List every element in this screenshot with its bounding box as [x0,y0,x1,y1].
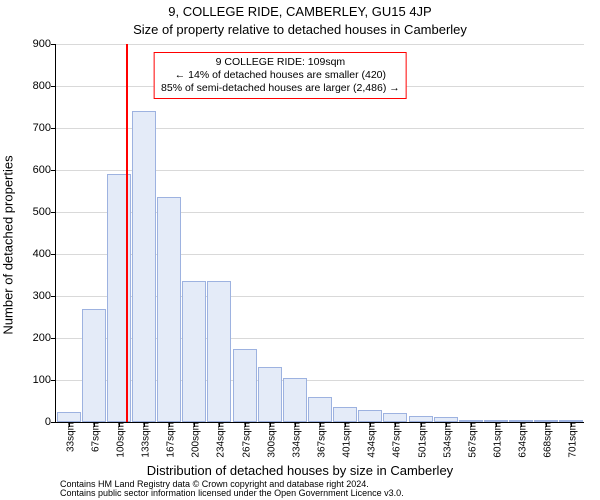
histogram-bar [132,111,156,422]
y-tick-label: 0 [45,416,56,428]
x-tick-label: 434sqm [363,422,378,458]
histogram-bar [233,349,257,423]
x-tick-label: 100sqm [111,422,126,458]
y-axis-label: Number of detached properties [1,155,16,334]
info-box-line2: ← 14% of detached houses are smaller (42… [161,69,400,82]
histogram-bar [358,410,382,422]
y-tick-label: 200 [33,332,56,344]
y-tick-label: 400 [33,248,56,260]
page-title-line1: 9, COLLEGE RIDE, CAMBERLEY, GU15 4JP [0,4,600,19]
x-tick-label: 267sqm [237,422,252,458]
x-tick-label: 634sqm [514,422,529,458]
x-tick-label: 133sqm [137,422,152,458]
info-box-line3: 85% of semi-detached houses are larger (… [161,82,400,95]
x-tick-label: 300sqm [262,422,277,458]
x-tick-label: 668sqm [539,422,554,458]
x-tick-label: 67sqm [86,422,101,452]
y-tick-label: 800 [33,80,56,92]
histogram-bar [182,281,206,422]
x-tick-label: 467sqm [388,422,403,458]
histogram-bar [383,413,407,422]
x-tick-label: 200sqm [187,422,202,458]
x-tick-label: 334sqm [287,422,302,458]
histogram-bar [308,397,332,422]
x-tick-label: 167sqm [162,422,177,458]
y-tick-label: 600 [33,164,56,176]
credits: Contains HM Land Registry data © Crown c… [60,480,404,498]
gridline-h [56,44,584,45]
histogram-bar [157,197,181,422]
info-box-line1: 9 COLLEGE RIDE: 109sqm [161,56,400,69]
credits-line2: Contains public sector information licen… [60,489,404,498]
x-tick-label: 701sqm [564,422,579,458]
property-marker-line [126,44,128,422]
x-tick-label: 501sqm [413,422,428,458]
histogram-bar [283,378,307,422]
y-tick-label: 300 [33,290,56,302]
page-title-line2: Size of property relative to detached ho… [0,22,600,37]
histogram-bar [258,367,282,422]
x-tick-label: 601sqm [489,422,504,458]
histogram-bar [57,412,81,423]
x-tick-label: 567sqm [463,422,478,458]
x-tick-label: 33sqm [61,422,76,452]
y-tick-label: 500 [33,206,56,218]
y-tick-label: 100 [33,374,56,386]
x-tick-label: 401sqm [338,422,353,458]
x-tick-label: 367sqm [313,422,328,458]
histogram-plot-area: 010020030040050060070080090033sqm67sqm10… [55,44,584,423]
x-axis-label: Distribution of detached houses by size … [0,463,600,478]
histogram-bar [207,281,231,422]
histogram-bar [82,309,106,422]
y-tick-label: 700 [33,122,56,134]
x-tick-label: 234sqm [212,422,227,458]
y-tick-label: 900 [33,38,56,50]
x-tick-label: 534sqm [438,422,453,458]
histogram-bar [333,407,357,422]
property-info-box: 9 COLLEGE RIDE: 109sqm← 14% of detached … [154,52,407,99]
